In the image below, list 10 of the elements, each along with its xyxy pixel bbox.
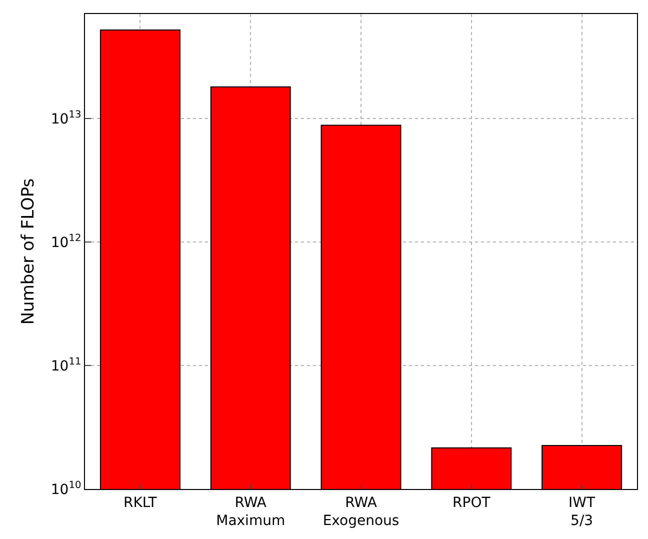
- y-tick-label: 10$^{13}$: [50, 109, 82, 128]
- y-axis-title: Number of FLOPs: [18, 178, 38, 325]
- x-tick-label: RPOT: [452, 494, 491, 511]
- x-tick-label: IWT 5/3: [568, 494, 596, 529]
- y-tick-label: 10$^{12}$: [50, 232, 82, 251]
- y-tick-label: 10$^{10}$: [50, 480, 82, 498]
- x-tick-label: RWA Exogenous: [322, 494, 400, 529]
- x-tick-label: RKLT: [124, 494, 158, 511]
- x-tick-label: RWA Maximum: [216, 494, 286, 529]
- y-tick-label: 10$^{11}$: [50, 356, 82, 374]
